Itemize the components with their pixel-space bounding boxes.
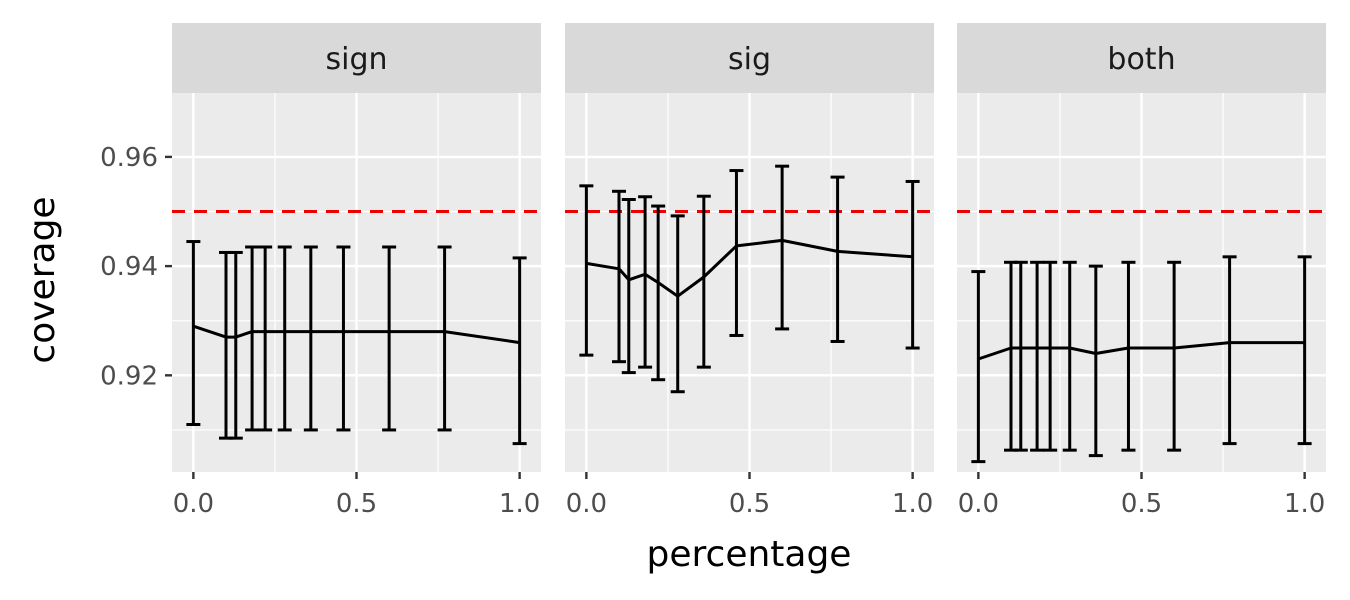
error-bar [670, 214, 685, 394]
error-bar [1167, 260, 1182, 452]
y-tick-label: 0.94 [100, 252, 158, 282]
x-tick-label: 0.0 [566, 489, 607, 519]
error-bar [258, 245, 273, 432]
error-bar [382, 245, 397, 432]
error-bar [1297, 255, 1312, 446]
error-bar [971, 270, 986, 464]
x-tick-label: 0.5 [1121, 489, 1162, 519]
error-bar [1222, 255, 1237, 446]
facet-panels: sign 0.0 0.5 1.0 sig 0.0 0.5 1.0 both 0.0 0.5 1.0 [172, 23, 1326, 519]
error-bar [303, 245, 318, 432]
error-bar [621, 197, 636, 375]
error-bar [905, 179, 920, 350]
error-bar [1088, 264, 1103, 458]
x-tick-label: 0.0 [173, 489, 214, 519]
x-axis-title: percentage [647, 534, 852, 575]
error-bar [775, 164, 790, 331]
facet-strip-label: both [1107, 42, 1175, 77]
facet-strip [172, 23, 541, 93]
error-bar [336, 245, 351, 432]
error-bar [277, 245, 292, 432]
error-bar [579, 184, 594, 357]
error-bar [228, 250, 243, 440]
x-tick-label: 0.5 [729, 489, 770, 519]
error-bar [696, 194, 711, 369]
error-bar [1062, 260, 1077, 452]
error-bar [729, 169, 744, 337]
x-tick-label: 0.0 [958, 489, 999, 519]
error-bar [512, 256, 527, 446]
facet-sig: sig 0.0 0.5 1.0 [565, 23, 934, 519]
coverage-line [586, 238, 913, 298]
error-bar [611, 189, 626, 364]
error-bar [830, 175, 845, 343]
facet-strip-label: sig [728, 42, 771, 77]
facet-strip-label: sign [325, 42, 387, 77]
y-axis: 0.92 0.94 0.96 [100, 143, 172, 391]
y-tick-label: 0.92 [100, 361, 158, 391]
y-axis-title: coverage [22, 196, 63, 363]
error-bar [1030, 260, 1045, 452]
error-bar [651, 204, 666, 382]
error-bar [1121, 260, 1136, 452]
error-bar [245, 245, 260, 432]
error-bar [1013, 260, 1028, 452]
x-tick-label: 1.0 [892, 489, 933, 519]
error-bar [437, 245, 452, 432]
y-tick-label: 0.96 [100, 143, 158, 173]
x-tick-label: 1.0 [499, 489, 540, 519]
error-bar [1043, 260, 1058, 452]
facet-sign: sign 0.0 0.5 1.0 [172, 23, 541, 519]
x-tick-label: 0.5 [336, 489, 377, 519]
error-bar [638, 195, 653, 369]
facet-strip [565, 23, 934, 93]
facet-strip [957, 23, 1326, 93]
error-bar [186, 240, 201, 426]
x-tick-label: 1.0 [1284, 489, 1325, 519]
coverage-line [192, 324, 520, 345]
coverage-line [977, 341, 1305, 361]
facet-both: both 0.0 0.5 1.0 [957, 23, 1326, 519]
